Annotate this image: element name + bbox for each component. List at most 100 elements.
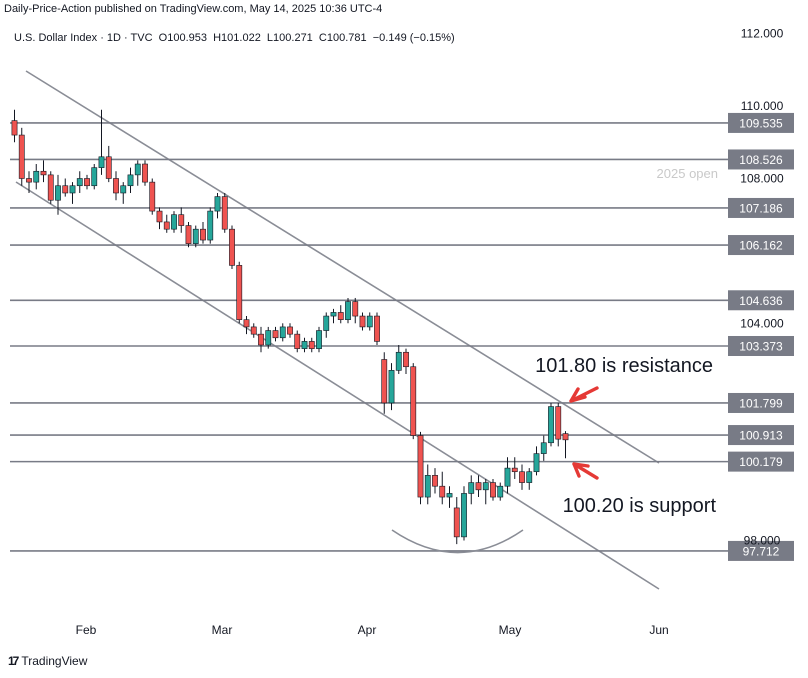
support-annotation: 100.20 is support [563, 495, 717, 517]
candle-body [91, 167, 98, 187]
y-tick-label: 110.000 [741, 99, 784, 113]
candle-body [352, 301, 359, 317]
level-tag [728, 112, 794, 133]
candle [417, 431, 424, 505]
candle-body [33, 170, 40, 183]
candle [91, 164, 98, 190]
candle [323, 312, 330, 338]
x-tick-label: Mar [212, 623, 233, 637]
level-tag-label: 104.636 [739, 294, 783, 308]
candle-body [497, 485, 504, 498]
candle [76, 171, 83, 193]
candle-body [511, 467, 518, 473]
candle [352, 297, 359, 324]
candle-body [134, 163, 141, 176]
candles [11, 109, 569, 545]
candle-body [98, 156, 105, 168]
level-tag-label: 100.179 [739, 455, 783, 469]
candle [156, 207, 163, 230]
candle-body [200, 228, 206, 241]
channel-lower-line [15, 181, 660, 590]
candle-body [548, 406, 554, 444]
channel-lines [15, 70, 660, 590]
candle [548, 402, 554, 447]
tradingview-icon: 17 [8, 654, 19, 668]
level-tag-label: 108.526 [739, 153, 783, 167]
candle [316, 326, 322, 353]
x-tick-label: Jun [649, 623, 668, 637]
candle [381, 352, 388, 414]
candle [330, 308, 337, 324]
y-tick-label: 104.000 [740, 316, 784, 330]
candle [178, 207, 185, 233]
level-tag [728, 392, 794, 413]
candle-body [526, 471, 533, 483]
candle [11, 109, 18, 143]
candle [84, 174, 90, 190]
price-chart[interactable]: 109.535 108.526 107.186 106.162 104.636 103.3… [0, 0, 808, 650]
candle [47, 171, 54, 204]
candle [26, 171, 32, 193]
candle [105, 145, 112, 183]
candle-body [18, 134, 25, 179]
candle-body [301, 341, 308, 349]
candle-body [171, 214, 177, 230]
candle-body [366, 315, 373, 328]
level-tag [728, 149, 794, 170]
candle [287, 323, 293, 338]
horizontal-levels: 109.535 108.526 107.186 106.162 104.636 103.3… [10, 112, 794, 561]
level-tag [728, 197, 794, 218]
candle-body [337, 312, 344, 320]
candle-body [76, 178, 83, 187]
candle-body [113, 178, 119, 194]
price-axis: 112.000 110.000 108.000 104.000 98.000 [740, 27, 784, 548]
candle-body [47, 174, 54, 201]
candle-body [272, 330, 279, 339]
level-tag-label: 97.712 [743, 544, 780, 558]
level-tag-label: 107.186 [739, 201, 783, 215]
candle [98, 109, 105, 175]
candle-body [221, 196, 228, 230]
candle [453, 497, 460, 545]
candle-body [381, 359, 388, 404]
candle-body [540, 442, 547, 454]
level-tag [728, 425, 794, 446]
level-tag [728, 290, 794, 311]
candle [540, 435, 547, 461]
candle-body [178, 214, 185, 226]
candle [374, 312, 380, 346]
y-tick-label: 112.000 [741, 27, 784, 41]
candle [301, 337, 308, 353]
candle [113, 171, 119, 201]
support-arrow-icon [572, 462, 599, 480]
candle [526, 468, 533, 490]
candle-body [40, 170, 47, 176]
candle-body [490, 482, 496, 498]
candle [562, 431, 569, 459]
candle [504, 457, 511, 494]
candle [511, 457, 518, 479]
y-tick-label: 98.000 [744, 534, 781, 548]
candle [214, 192, 221, 219]
candle-body [11, 120, 18, 136]
candle-body [214, 196, 221, 212]
tradingview-brand: TradingView [21, 654, 88, 668]
candle-body [156, 210, 163, 223]
candle [359, 312, 366, 331]
x-tick-label: May [499, 623, 522, 637]
candle-body [250, 326, 257, 335]
candle-body [446, 493, 453, 498]
candle-body [243, 319, 250, 328]
candle [33, 164, 40, 190]
tradingview-logo[interactable]: 17 TradingView [8, 654, 87, 668]
candle [337, 305, 344, 324]
year-open-label: 2025 open [657, 166, 718, 181]
candle [221, 192, 228, 233]
candle-body [453, 507, 460, 538]
level-tag-label: 106.162 [739, 239, 783, 253]
level-tag-label: 101.799 [739, 396, 783, 410]
rounding-bottom-arc [391, 529, 524, 554]
candle-body [555, 406, 562, 440]
candle [388, 363, 395, 411]
candle [555, 402, 562, 447]
